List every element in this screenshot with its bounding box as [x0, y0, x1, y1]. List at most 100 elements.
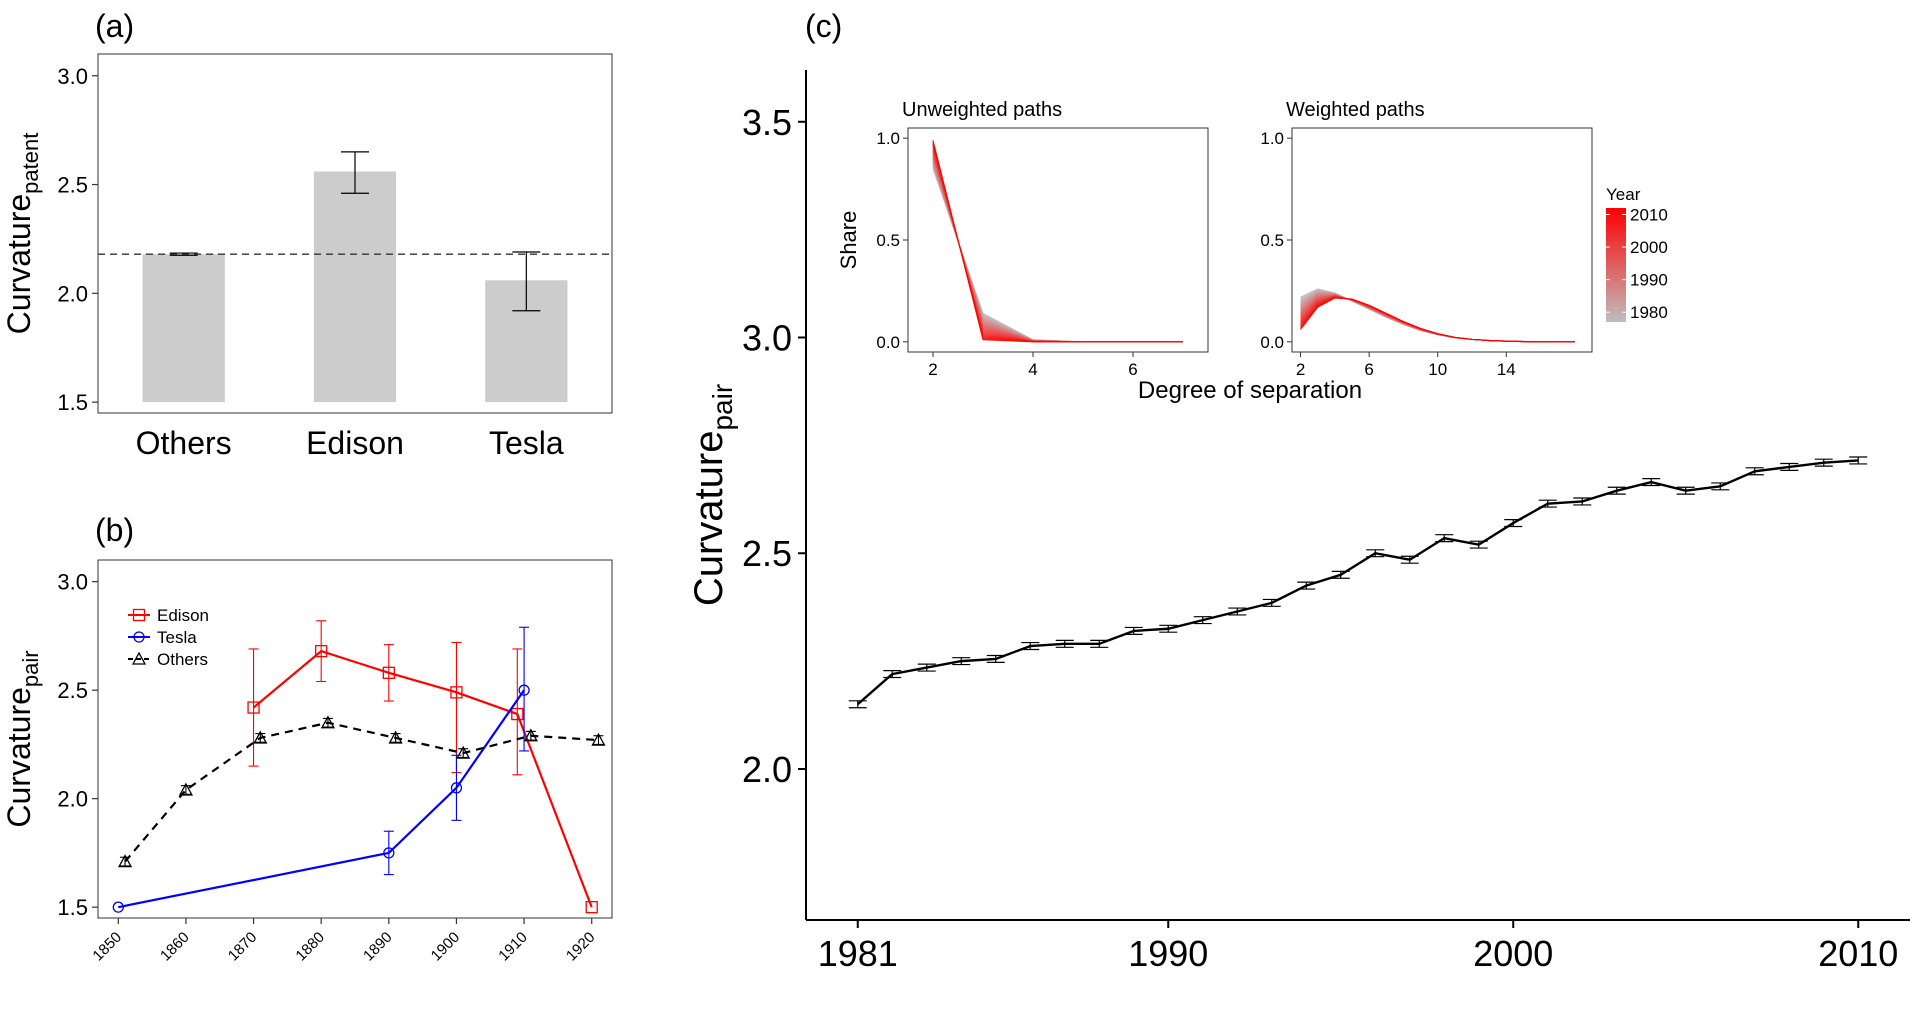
x-tick-label: 1990 — [1128, 933, 1208, 974]
x-tick-label: 1981 — [818, 933, 898, 974]
inset-x-tick-label: 14 — [1497, 360, 1516, 379]
legend-label-edison: Edison — [157, 606, 209, 625]
inset-y-tick-label: 0.0 — [1260, 333, 1284, 352]
y-axis-label-main: Curvature — [687, 431, 731, 607]
y-axis-label-main: Curvature — [1, 687, 37, 828]
x-tick-label: 1870 — [225, 929, 261, 965]
panel-label-c: (c) — [805, 8, 842, 44]
inset-y-tick-label: 0.5 — [1260, 231, 1284, 250]
series-line — [856, 459, 1859, 706]
panel-c-line-chart: 2.0 2.5 3.0 3.5 1981 1990 2000 2010 Curvaturepai… — [687, 70, 1910, 974]
panel-label-a: (a) — [95, 8, 134, 44]
year-legend: Year 2010 2000 1990 1980 — [1606, 185, 1668, 322]
panel-b-line-chart: 1.5 2.0 2.5 3.0 1850 1860 1870 1880 1890 1900 1910… — [1, 559, 613, 965]
x-tick-label: 1880 — [292, 929, 328, 965]
inset-x-tick-label: 2 — [1296, 360, 1305, 379]
y-tick-label: 1.5 — [57, 390, 88, 415]
year-legend-title: Year — [1606, 185, 1641, 204]
marker-square — [132, 608, 146, 622]
marker-triangle — [456, 745, 471, 759]
inset-frame — [907, 127, 1209, 353]
inset-y-tick-label: 1.0 — [1260, 129, 1284, 148]
marker-square — [585, 901, 598, 914]
panel-a-bar-chart: 1.5 2.0 2.5 3.0 Others Edison Tesla Curvaturepa… — [1, 53, 613, 461]
year-legend-label: 1990 — [1630, 271, 1668, 290]
x-tick-label: 1920 — [563, 929, 599, 965]
inset-x-tick-label: 2 — [928, 360, 937, 379]
series-others — [117, 715, 606, 868]
y-axis-label-main: Curvature — [1, 194, 37, 335]
x-tick-label: 1900 — [428, 929, 464, 965]
y-tick-label: 3.0 — [742, 318, 792, 359]
x-tick-label: 1910 — [495, 929, 531, 965]
inset-y-tick-label: 1.0 — [876, 129, 900, 148]
inset-weighted: Weighted paths 0.0 0.5 1.0 2 6 10 14 — [1260, 99, 1593, 379]
marker-triangle — [178, 782, 194, 796]
inset-x-tick-label: 6 — [1128, 360, 1137, 379]
series-line-edison — [252, 649, 593, 908]
bar-others — [142, 254, 225, 403]
inset-x-tick-label: 6 — [1364, 360, 1373, 379]
x-tick-label: 1860 — [157, 929, 193, 965]
marker-triangle — [253, 730, 268, 744]
y-tick-label: 2.5 — [57, 173, 88, 198]
marker-square — [511, 707, 524, 721]
y-tick-label: 3.5 — [742, 102, 792, 143]
y-tick-label: 2.0 — [742, 749, 792, 790]
marker-circle — [450, 782, 463, 794]
y-axis-label: Curvaturepatent — [1, 133, 43, 335]
y-tick-label: 3.0 — [57, 64, 88, 89]
marker-square — [247, 701, 260, 714]
marker-triangle — [131, 651, 147, 665]
marker-circle — [383, 847, 395, 859]
marker-square — [450, 686, 463, 699]
y-axis-label-sub: pair — [18, 650, 43, 687]
x-tick-label: 1890 — [360, 929, 396, 965]
marker-square — [382, 666, 395, 679]
y-tick-label: 2.5 — [57, 678, 88, 703]
inset-title: Weighted paths — [1286, 99, 1425, 121]
marker-square — [315, 644, 328, 658]
plot-frame — [97, 53, 613, 414]
inset-y-tick-label: 0.5 — [876, 231, 900, 250]
inset-x-tick-label: 4 — [1028, 360, 1037, 379]
y-tick-label: 1.5 — [57, 895, 88, 920]
series-line-others — [124, 721, 599, 863]
panel-label-b: (b) — [95, 512, 134, 548]
inset-year-line — [932, 140, 1183, 343]
legend-label-tesla: Tesla — [157, 628, 197, 647]
inset-x-label: Degree of separation — [1138, 377, 1362, 404]
inset-year-line — [1300, 297, 1575, 343]
year-legend-label: 2010 — [1630, 206, 1668, 225]
year-color-bar — [1606, 208, 1626, 322]
y-tick-label: 2.0 — [57, 281, 88, 306]
y-axis-label-sub: pair — [707, 384, 738, 431]
year-legend-label: 1980 — [1630, 303, 1668, 322]
inset-y-tick-label: 0.0 — [876, 333, 900, 352]
y-axis-label: Curvaturepair — [687, 384, 738, 606]
year-legend-label: 2000 — [1630, 238, 1668, 257]
inset-x-tick-label: 10 — [1428, 360, 1447, 379]
legend: Edison Tesla Others — [128, 606, 209, 669]
inset-frame — [1291, 127, 1593, 353]
bar-edison — [313, 171, 397, 403]
series-line-tesla — [118, 689, 525, 909]
marker-circle — [112, 901, 124, 913]
x-tick-label: 2010 — [1818, 933, 1898, 974]
marker-circle — [133, 631, 145, 643]
plot-frame — [97, 559, 613, 919]
y-axis-label: Curvaturepair — [1, 650, 43, 827]
inset-unweighted: Unweighted paths 0.0 0.5 1.0 2 4 6 — [876, 99, 1209, 379]
inset-title: Unweighted paths — [902, 99, 1062, 121]
legend-label-others: Others — [157, 650, 208, 669]
marker-triangle — [523, 728, 538, 742]
series-curvature-pair — [848, 456, 1868, 709]
x-tick-label: Edison — [306, 425, 404, 461]
y-tick-label: 3.0 — [57, 570, 88, 595]
y-tick-label: 2.5 — [742, 533, 792, 574]
x-tick-label: 1850 — [89, 929, 125, 965]
x-tick-label: Tesla — [489, 425, 564, 461]
y-axis-label-sub: patent — [18, 133, 43, 194]
